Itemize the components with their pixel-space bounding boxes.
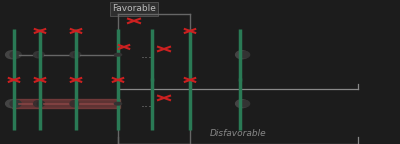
- Text: Favorable: Favorable: [112, 4, 156, 13]
- Ellipse shape: [37, 52, 44, 57]
- Ellipse shape: [37, 101, 44, 106]
- Circle shape: [114, 53, 122, 56]
- Text: ...: ...: [141, 48, 153, 61]
- Ellipse shape: [70, 52, 79, 58]
- Ellipse shape: [34, 101, 42, 107]
- Ellipse shape: [10, 51, 21, 58]
- Ellipse shape: [236, 100, 248, 108]
- Ellipse shape: [240, 52, 250, 58]
- Ellipse shape: [70, 101, 79, 107]
- Ellipse shape: [74, 52, 81, 57]
- Ellipse shape: [6, 100, 18, 108]
- Text: ...: ...: [141, 97, 153, 110]
- Ellipse shape: [6, 51, 18, 59]
- Bar: [12, 99, 120, 108]
- Text: Disfavorable: Disfavorable: [210, 128, 266, 138]
- Ellipse shape: [236, 51, 248, 59]
- Circle shape: [114, 102, 122, 105]
- Ellipse shape: [240, 101, 250, 107]
- Ellipse shape: [34, 52, 42, 58]
- Ellipse shape: [10, 100, 21, 107]
